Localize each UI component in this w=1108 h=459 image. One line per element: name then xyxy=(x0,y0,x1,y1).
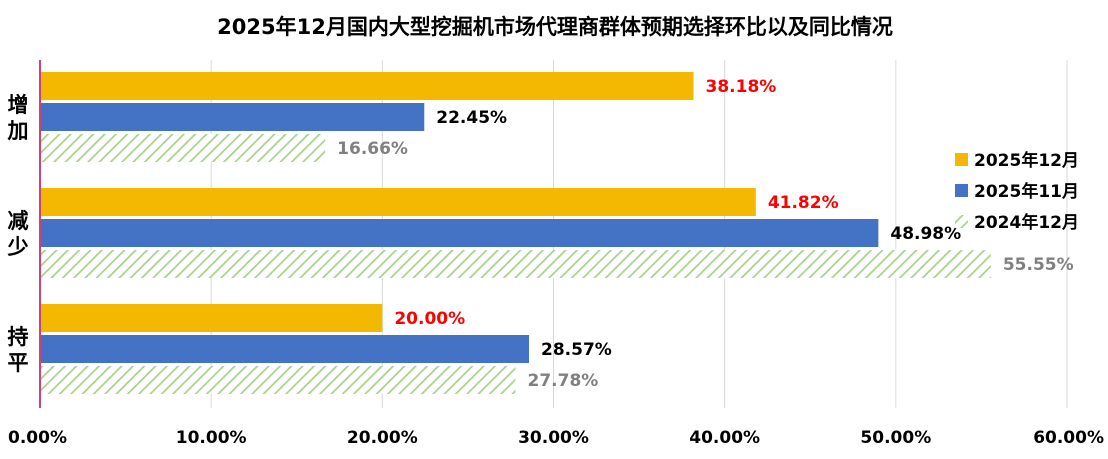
x-tick-label: 40.00% xyxy=(689,428,760,448)
bar xyxy=(41,335,530,363)
category-label: 持 xyxy=(8,325,29,349)
bar xyxy=(41,72,694,100)
x-tick-label: 10.00% xyxy=(176,428,247,448)
x-tick-label: 60.00% xyxy=(1033,428,1104,448)
data-label: 55.55% xyxy=(1003,255,1074,275)
bar xyxy=(41,304,383,332)
legend-label: 2024年12月 xyxy=(974,212,1079,233)
x-tick-label: 20.00% xyxy=(347,428,418,448)
data-labels: 38.18% 22.45% 16.66% 41.82% 48.98% 55.55% 20.0… xyxy=(337,77,1073,391)
data-label: 41.82% xyxy=(768,193,839,213)
category-label: 平 xyxy=(8,351,29,375)
bar xyxy=(41,250,991,278)
bar xyxy=(41,219,879,247)
chart-title: 2025年12月国内大型挖掘机市场代理商群体预期选择环比以及同比情况 xyxy=(217,15,893,39)
legend-swatch xyxy=(955,153,968,166)
bar xyxy=(41,134,326,162)
x-tick-label: 50.00% xyxy=(860,428,931,448)
data-label: 38.18% xyxy=(706,77,777,97)
category-label: 增 xyxy=(8,93,29,117)
x-tick-label: 0.00% xyxy=(8,428,67,448)
category-label: 减 xyxy=(8,209,29,233)
legend-label: 2025年11月 xyxy=(974,181,1079,202)
legend-swatch xyxy=(955,184,968,197)
data-label: 20.00% xyxy=(394,309,465,329)
legend-swatch xyxy=(955,215,968,228)
data-label: 22.45% xyxy=(436,108,507,128)
legend: 2025年12月 2025年11月 2024年12月 xyxy=(955,150,1079,233)
legend-label: 2025年12月 xyxy=(974,150,1079,171)
data-label: 16.66% xyxy=(337,139,408,159)
data-label: 48.98% xyxy=(890,224,961,244)
x-axis-ticks: 0.00% 10.00% 20.00% 30.00% 40.00% 50.00% 60.00… xyxy=(8,428,1104,448)
bar xyxy=(41,103,425,131)
bar xyxy=(41,188,756,216)
x-tick-label: 30.00% xyxy=(518,428,589,448)
category-label: 少 xyxy=(7,235,29,259)
data-label: 28.57% xyxy=(541,340,612,360)
category-label: 加 xyxy=(7,119,29,143)
data-label: 27.78% xyxy=(528,371,599,391)
bar xyxy=(41,366,516,394)
bars xyxy=(41,72,991,394)
